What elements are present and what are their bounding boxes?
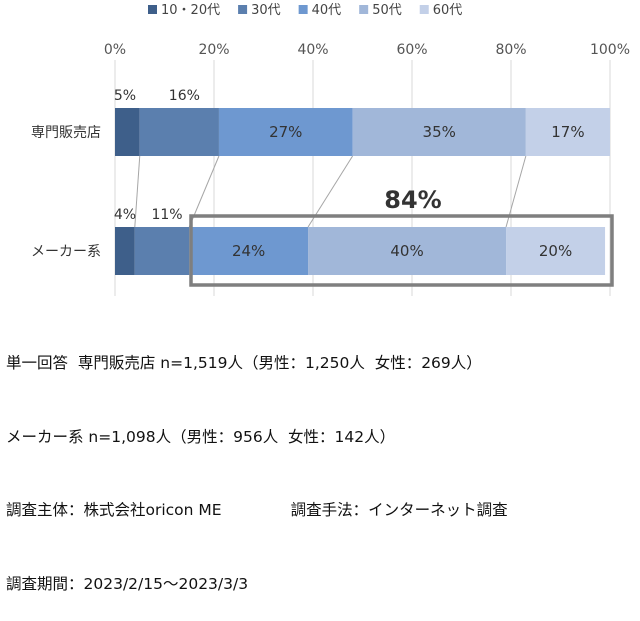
legend-label-2: 40代 [312,3,342,18]
legend-swatch-1 [238,5,248,14]
tick-label-3: 60% [396,42,427,58]
highlight-box [189,214,614,287]
bar-0-0 [115,108,140,156]
bar-1-4 [506,227,606,275]
tick-label-0: 0% [104,42,126,58]
chart-legend: 10・20代 30代 40代 50代 60代 [148,3,462,18]
note-line-sample: 単一回答 専門販売店 n=1,519人（男性：1,250人 女性：269人） [6,354,482,372]
note-line-period: 調査期間：2023/2/15～2023/3/3 [6,574,249,593]
bar-0-1 [139,108,219,156]
highlight-group: 84% [189,186,614,287]
bar-1-0 [115,227,135,275]
bar-label-1-1: 11% [151,207,182,223]
note-line-method: 調査主体：株式会社oricon ME 調査手法：インターネット調査 [6,501,508,519]
bar-1-1 [134,227,190,275]
bar-label-0-0: 5% [114,88,136,104]
legend-swatch-3 [359,5,369,14]
chart-bars: 5% 16% 27% 35% 17% 4% 11% 24% 40% 20% [114,88,610,275]
bar-label-0-3: 35% [423,123,456,141]
bar-0-4 [525,108,610,156]
x-axis-ticks: 0% 20% 40% 60% 80% 100% [104,42,630,58]
bar-label-1-2: 24% [232,242,265,260]
stacked-bar-chart: 10・20代 30代 40代 50代 60代 0% 20% 40% 60% 80% 100% 5%… [31,3,630,296]
legend-swatch-2 [298,5,308,14]
legend-label-1: 30代 [251,3,281,18]
bar-0-3 [352,108,526,156]
legend-label-3: 50代 [372,3,402,18]
legend-label-4: 60代 [433,3,463,18]
legend-swatch-4 [419,5,429,14]
note-line-maker: メーカー系 n=1,098人（男性：956人 女性：142人） [6,427,396,446]
bar-1-3 [308,227,507,275]
tick-label-4: 80% [495,42,526,58]
tick-label-5: 100% [590,42,630,58]
bar-label-1-3: 40% [390,242,423,260]
bar-1-2 [189,227,309,275]
legend-swatch-0 [148,5,157,14]
tick-label-1: 20% [198,42,229,58]
bar-label-0-4: 17% [551,123,584,141]
category-label-1: メーカー系 [31,244,101,260]
bar-0-2 [218,108,353,156]
bar-label-1-4: 20% [539,242,572,260]
tick-label-2: 40% [297,42,328,58]
highlight-label: 84% [384,186,441,214]
legend-label-0: 10・20代 [161,3,220,18]
category-label-0: 専門販売店 [31,125,101,141]
connector-1 [134,155,141,228]
survey-notes: 単一回答 専門販売店 n=1,519人（男性：1,250人 女性：269人） メ… [6,302,636,621]
bar-label-0-1: 16% [169,88,200,104]
bar-label-0-2: 27% [269,123,302,141]
bar-label-1-0: 4% [114,207,136,223]
